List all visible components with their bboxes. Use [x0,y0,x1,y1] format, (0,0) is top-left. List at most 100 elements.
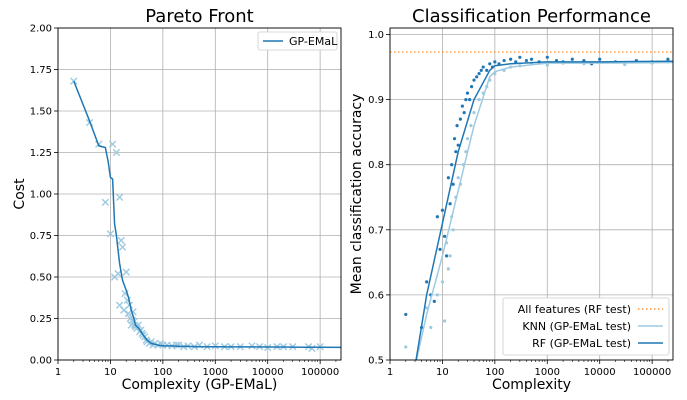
knn-data-point [435,293,439,297]
pareto-x-marker [134,321,142,329]
pareto-front-legend-box [257,31,338,51]
y-tick-label: 0.5 [368,356,384,367]
pareto-front-chart: 1 10 100 1000 10000 100000 0.00 0.25 0.50 0.75 1.0… [12,6,342,393]
knn-data-point [442,319,447,323]
rf-data-point [465,91,470,95]
pareto-x-marker [211,342,219,350]
legend-gp-emal-label: GP-EMaL [289,35,338,48]
rf-data-point [442,234,447,238]
x-tick-label: 100000 [633,367,671,378]
pareto-x-marker [115,193,124,202]
pareto-x-marker [248,342,256,350]
pareto-x-marker [174,341,183,349]
rf-data-point [545,55,549,59]
y-tick-label: 0.25 [30,314,52,325]
rf-data-point [455,124,459,128]
rf-data-point [435,215,439,219]
rf-data-point [570,57,574,61]
knn-data-point [440,280,445,284]
knn-data-point [429,325,433,330]
knn-data-point [464,150,468,154]
knn-line [415,61,673,360]
knn-data-point [472,111,476,115]
rf-data-point [446,176,451,180]
rf-data-point [598,57,602,61]
knn-data-point [545,63,549,67]
rf-data-point [438,247,442,251]
y-tick-label: 1.50 [30,107,52,118]
rf-data-point [460,104,464,108]
pareto-x-marker [308,344,316,353]
rf-data-point [485,68,489,72]
knn-data-point [469,124,473,128]
rf-data-point [425,280,429,284]
pareto-x-marker [122,268,130,276]
legend-rf-label: RF (GP-EMaL test) [532,337,631,350]
rf-data-point [493,60,497,64]
x-tick-label: 1000 [203,367,228,378]
legend-knn-label: KNN (GP-EMaL test) [522,320,631,333]
rf-data-point [404,312,408,317]
x-tick-label: 10000 [584,367,616,378]
y-tick-label: 0.00 [30,356,52,367]
rf-data-point [472,78,476,82]
x-tick-label: 1 [387,367,393,378]
rf-data-point [529,57,534,61]
knn-data-point [456,176,460,180]
rf-data-point [440,208,445,212]
rf-data-point [666,57,670,61]
y-tick-label: 0.7 [368,225,384,236]
rf-data-point [469,84,474,89]
pareto-x-marker [114,269,122,278]
pareto-x-marker [101,198,110,206]
pareto-x-marker [106,230,115,238]
rf-data-point [451,182,455,186]
pareto-front-ylabel: Cost [12,178,28,210]
rf-data-point [450,163,454,167]
y-tick-label: 1.25 [30,148,52,159]
classification-performance-chart: 1 10 100 1000 10000 1000000.50.60.70.80.91.0 … [349,6,674,393]
gp-emal-line [73,80,341,349]
knn-data-point [446,267,451,271]
plot-area [390,51,673,360]
y-tick-label: 0.75 [30,231,52,242]
y-tick-label: 1.0 [368,30,384,41]
knn-data-point [477,98,481,102]
rf-data-point [458,117,462,121]
classification-title: Classification Performance [412,6,651,27]
rf-data-point [514,60,518,64]
rf-data-point [448,202,452,206]
y-tick-label: 0.50 [30,273,52,284]
pareto-front-title: Pareto Front [145,6,253,27]
rf-data-point [477,71,481,76]
legend-all-features-label: All features (RF test) [518,303,631,316]
rf-data-point [468,98,472,102]
knn-data-point [451,228,455,232]
rf-data-point [464,98,468,102]
pareto-x-marker [125,301,134,309]
pareto-x-marker [172,341,180,349]
classification-legend-box [502,297,670,356]
rf-data-point [524,58,529,63]
rf-data-point [479,68,483,72]
rf-data-point [452,137,457,141]
x-tick-label: 10000 [252,367,284,378]
classification-legend: All features (RF test) KNN (GP-EMaL test… [502,297,670,356]
rf-data-point [444,254,449,258]
knn-data-point [465,137,470,141]
plot-area [70,77,341,353]
pareto-x-marker [112,148,121,157]
knn-data-point [448,254,452,258]
y-tick-label: 0.9 [368,95,384,106]
x-tick-label: 10 [104,367,117,378]
x-tick-label: 10 [436,367,449,378]
rf-data-point [454,150,458,154]
rf-data-point [475,75,479,79]
rf-data-point [509,57,513,61]
x-tick-label: 100000 [301,367,339,378]
x-tick-label: 100 [153,367,172,378]
rf-data-point [481,65,485,69]
x-tick-label: 1 [55,367,61,378]
x-tick-label: 100 [485,367,504,378]
